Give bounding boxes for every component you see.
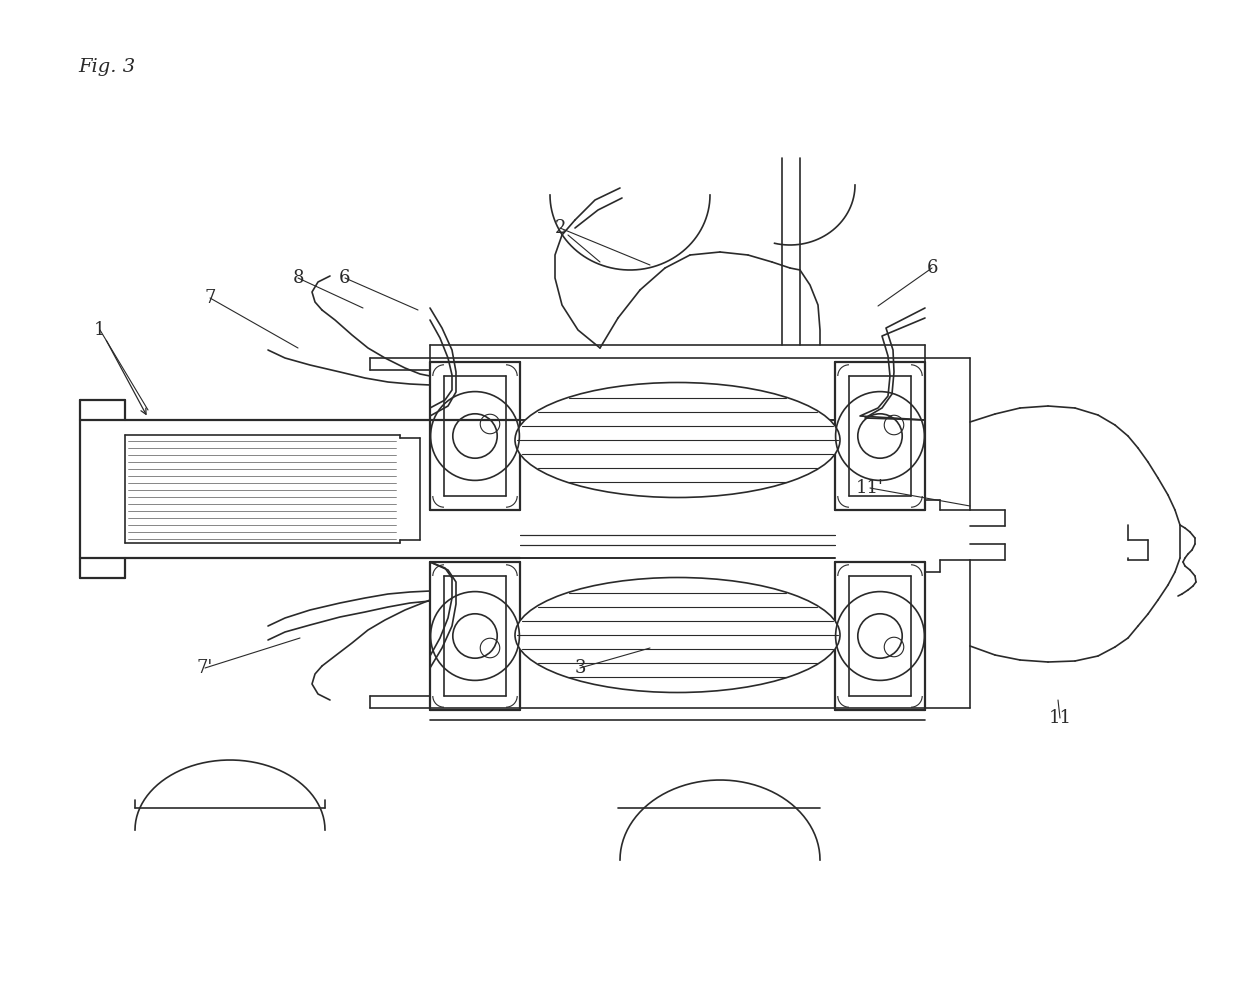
Ellipse shape xyxy=(515,577,839,692)
Text: 7: 7 xyxy=(205,289,216,307)
Ellipse shape xyxy=(515,383,839,498)
Text: 6: 6 xyxy=(340,269,351,287)
Text: 8: 8 xyxy=(293,269,304,287)
Text: 1: 1 xyxy=(94,321,105,339)
Text: 11: 11 xyxy=(1049,709,1071,727)
Text: 7': 7' xyxy=(197,659,213,677)
Text: 3: 3 xyxy=(574,659,585,677)
Text: 6: 6 xyxy=(926,259,937,277)
Text: Fig. 3: Fig. 3 xyxy=(78,58,135,76)
Text: 11': 11' xyxy=(856,479,884,497)
Text: 2: 2 xyxy=(554,219,565,237)
